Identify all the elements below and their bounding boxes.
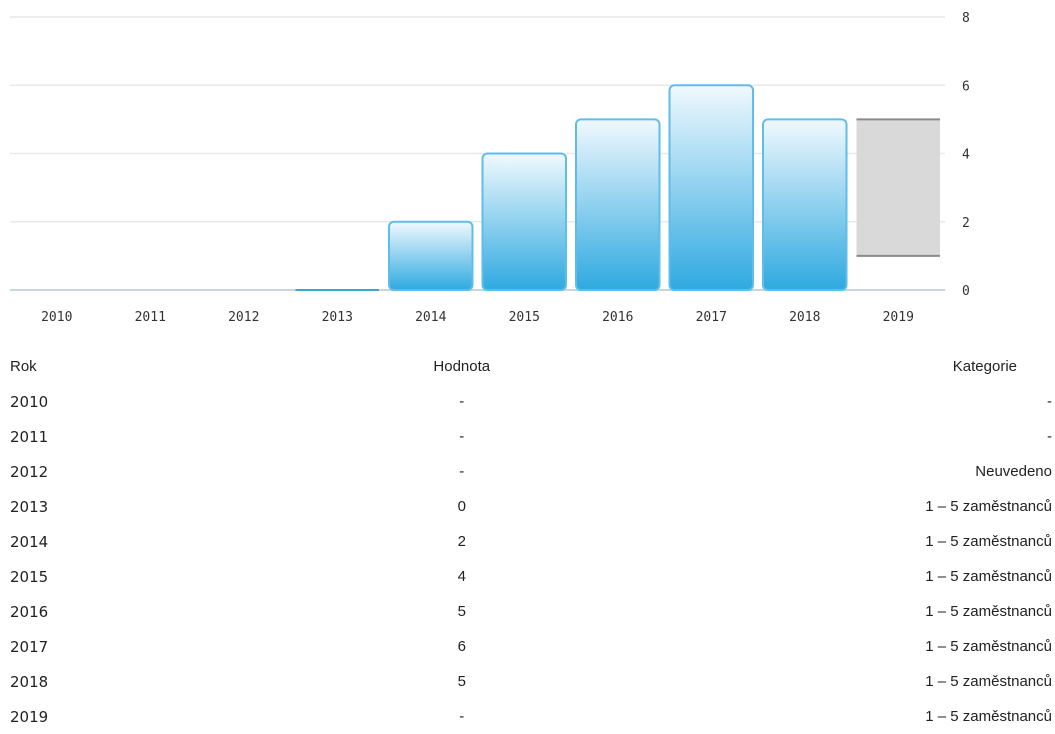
cell-year: 2014 bbox=[10, 532, 49, 551]
bar bbox=[575, 118, 661, 291]
cell-category: Neuvedeno bbox=[975, 463, 1052, 480]
bars bbox=[295, 84, 848, 291]
cell-value: - bbox=[459, 428, 465, 445]
bar bbox=[668, 84, 754, 291]
bar bbox=[762, 118, 848, 291]
cell-value: 5 bbox=[457, 673, 466, 690]
x-tick-label: 2015 bbox=[509, 310, 540, 325]
table-header-row: Rok Hodnota Kategorie bbox=[10, 349, 1052, 384]
x-tick-label: 2016 bbox=[602, 310, 633, 325]
cell-year: 2015 bbox=[10, 567, 49, 586]
cell-year: 2011 bbox=[10, 427, 49, 446]
cell-value: - bbox=[459, 393, 465, 410]
cell-category: 1 – 5 zaměstnanců bbox=[925, 568, 1052, 585]
y-tick-label: 0 bbox=[962, 284, 970, 299]
header-category: Kategorie bbox=[952, 358, 1017, 375]
y-tick-label: 4 bbox=[962, 148, 970, 163]
cell-category: 1 – 5 zaměstnanců bbox=[925, 708, 1052, 725]
data-table: Rok Hodnota Kategorie 2010 - - 2011 - - 2012 - N… bbox=[10, 349, 1052, 734]
range-marks bbox=[856, 118, 940, 257]
y-axis-ticks: 0 2 4 6 8 bbox=[962, 11, 970, 299]
cell-year: 2018 bbox=[10, 672, 49, 691]
x-tick-label: 2010 bbox=[41, 310, 72, 325]
table-row: 2014 2 1 – 5 zaměstnanců bbox=[10, 524, 1052, 559]
table-row: 2018 5 1 – 5 zaměstnanců bbox=[10, 664, 1052, 699]
cell-value: 4 bbox=[457, 568, 466, 585]
table-row: 2019 - 1 – 5 zaměstnanců bbox=[10, 699, 1052, 734]
x-tick-label: 2012 bbox=[228, 310, 259, 325]
header-year: Rok bbox=[10, 358, 37, 375]
range-band bbox=[856, 119, 940, 256]
cell-value: - bbox=[459, 708, 465, 725]
x-tick-label: 2019 bbox=[883, 310, 914, 325]
x-tick-label: 2011 bbox=[135, 310, 166, 325]
cell-year: 2012 bbox=[10, 462, 49, 481]
y-tick-label: 8 bbox=[962, 11, 970, 26]
cell-category: 1 – 5 zaměstnanců bbox=[925, 638, 1052, 655]
x-tick-label: 2017 bbox=[696, 310, 727, 325]
cell-value: 0 bbox=[457, 498, 466, 515]
y-tick-label: 6 bbox=[962, 79, 970, 94]
x-tick-label: 2013 bbox=[322, 310, 353, 325]
x-tick-label: 2018 bbox=[789, 310, 820, 325]
bar bbox=[481, 152, 567, 291]
table-row: 2010 - - bbox=[10, 384, 1052, 419]
cell-value: 6 bbox=[457, 638, 466, 655]
cell-year: 2013 bbox=[10, 497, 49, 516]
cell-year: 2017 bbox=[10, 637, 49, 656]
cell-category: 1 – 5 zaměstnanců bbox=[925, 533, 1052, 550]
table-row: 2016 5 1 – 5 zaměstnanců bbox=[10, 594, 1052, 629]
cell-category: - bbox=[1047, 428, 1052, 445]
x-axis-ticks: 2010 2011 2012 2013 2014 2015 2016 2017 2018 2019 bbox=[41, 310, 914, 325]
table-row: 2013 0 1 – 5 zaměstnanců bbox=[10, 489, 1052, 524]
table-row: 2017 6 1 – 5 zaměstnanců bbox=[10, 629, 1052, 664]
cell-year: 2019 bbox=[10, 707, 49, 726]
cell-category: 1 – 5 zaměstnanců bbox=[925, 498, 1052, 515]
x-tick-label: 2014 bbox=[415, 310, 446, 325]
cell-value: 5 bbox=[457, 603, 466, 620]
cell-value: 2 bbox=[457, 533, 466, 550]
table-row: 2011 - - bbox=[10, 419, 1052, 454]
cell-value: - bbox=[459, 463, 465, 480]
employee-count-chart: 2010 2011 2012 2013 2014 2015 2016 2017 2018 2019… bbox=[10, 11, 970, 325]
cell-category: 1 – 5 zaměstnanců bbox=[925, 603, 1052, 620]
cell-category: - bbox=[1047, 393, 1052, 410]
cell-category: 1 – 5 zaměstnanců bbox=[925, 673, 1052, 690]
header-value: Hodnota bbox=[433, 358, 491, 375]
cell-year: 2010 bbox=[10, 392, 49, 411]
bar bbox=[388, 220, 474, 291]
cell-year: 2016 bbox=[10, 602, 49, 621]
table-row: 2012 - Neuvedeno bbox=[10, 454, 1052, 489]
table-row: 2015 4 1 – 5 zaměstnanců bbox=[10, 559, 1052, 594]
y-tick-label: 2 bbox=[962, 216, 970, 231]
